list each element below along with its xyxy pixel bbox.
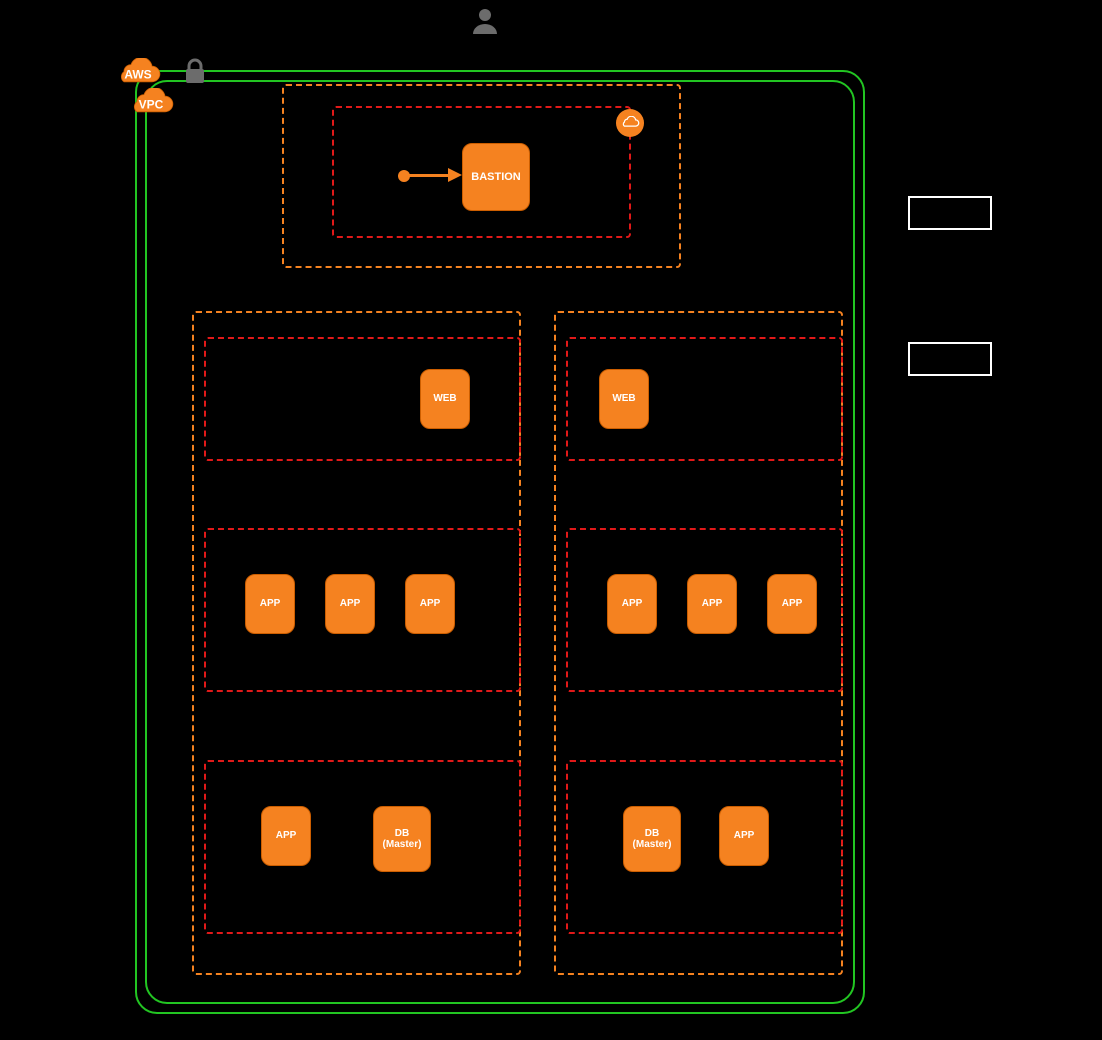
app-label: APP: [622, 598, 643, 610]
arrow-line: [408, 174, 450, 177]
app-node: APP: [405, 574, 455, 634]
db-master-node-right: DB (Master): [623, 806, 681, 872]
web-label: WEB: [433, 393, 456, 405]
db-master-label: DB (Master): [383, 828, 422, 851]
security-group-db-right: [566, 760, 843, 934]
aws-cloud-icon: AWS: [113, 58, 163, 90]
app-node: APP: [767, 574, 817, 634]
legend-swatch-2: [908, 342, 992, 376]
app-node: APP: [687, 574, 737, 634]
app-label: APP: [276, 830, 297, 842]
app-label: APP: [260, 598, 281, 610]
app-node: APP: [607, 574, 657, 634]
web-label: WEB: [612, 393, 635, 405]
app-label: APP: [702, 598, 723, 610]
bastion-node: BASTION: [462, 143, 530, 211]
arrow-head-icon: [448, 168, 462, 182]
web-node-right: WEB: [599, 369, 649, 429]
vpc-cloud-label: VPC: [139, 97, 164, 111]
app-node: APP: [245, 574, 295, 634]
app-label: APP: [782, 598, 803, 610]
app-label: APP: [340, 598, 361, 610]
legend-swatch-1: [908, 196, 992, 230]
user-icon: [471, 6, 499, 41]
vpc-cloud-icon: VPC: [126, 88, 176, 120]
db-master-node-left: DB (Master): [373, 806, 431, 872]
bastion-label: BASTION: [471, 171, 521, 184]
app-node: APP: [325, 574, 375, 634]
web-node-left: WEB: [420, 369, 470, 429]
lock-icon: [183, 58, 207, 91]
app-node: APP: [719, 806, 769, 866]
public-route-icon: [616, 109, 644, 137]
app-label: APP: [734, 830, 755, 842]
security-group-web-left: [204, 337, 521, 461]
diagram-canvas: AWS VPC BASTION W: [0, 0, 1102, 1040]
db-master-label: DB (Master): [633, 828, 672, 851]
security-group-db-left: [204, 760, 521, 934]
app-label: APP: [420, 598, 441, 610]
aws-cloud-label: AWS: [124, 67, 151, 81]
app-node: APP: [261, 806, 311, 866]
